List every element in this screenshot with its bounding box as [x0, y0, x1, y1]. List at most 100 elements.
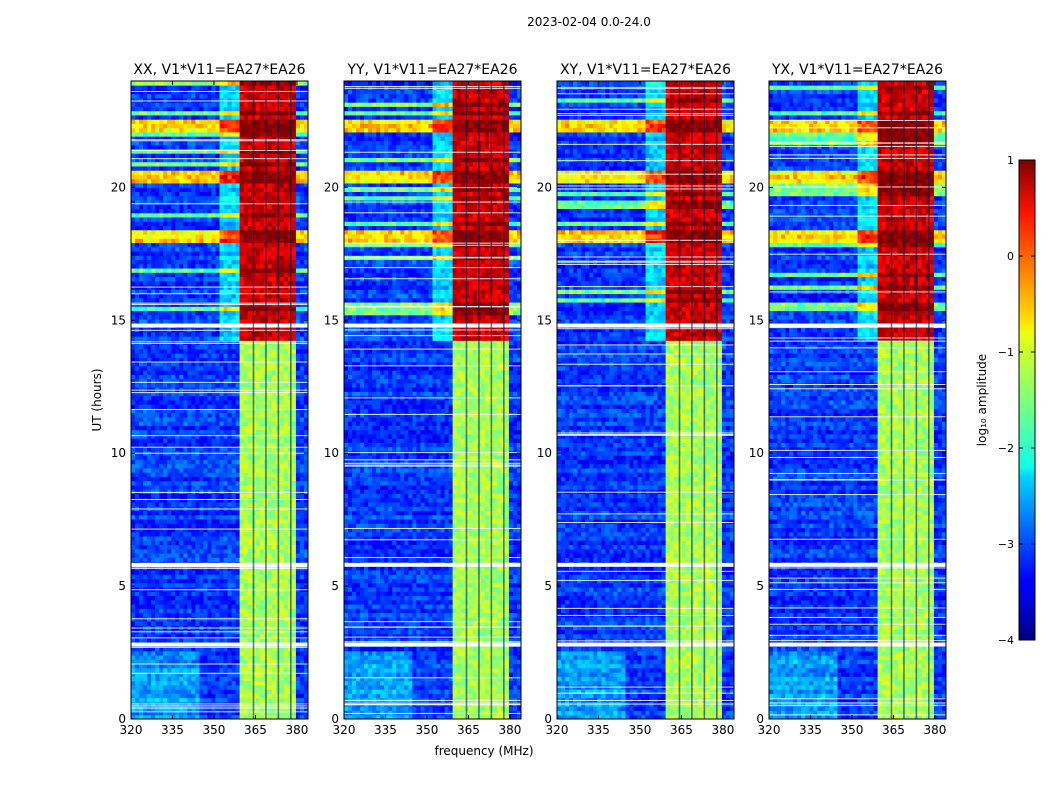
heatmap-cell [268, 549, 272, 554]
heatmap-cell [240, 651, 244, 656]
heatmap-cell [268, 591, 272, 596]
heatmap-cell [167, 549, 171, 554]
heatmap-cell [300, 655, 304, 660]
heatmap-cell [203, 604, 207, 609]
heatmap-cell [187, 698, 191, 703]
heatmap-cell [215, 596, 219, 601]
heatmap-cell [191, 557, 195, 562]
heatmap-cell [135, 651, 139, 656]
heatmap-cell [183, 549, 187, 554]
heatmap-cell [236, 570, 240, 575]
heatmap-cell [296, 659, 300, 664]
heatmap-cell [300, 596, 304, 601]
heatmap-cell [187, 557, 191, 562]
heatmap-cell [248, 591, 252, 596]
heatmap-cell [244, 693, 248, 698]
heatmap-cell [244, 600, 248, 605]
heatmap-cell [224, 553, 228, 558]
heatmap-cell [256, 668, 260, 673]
heatmap-cell [147, 685, 151, 690]
heatmap-cell [203, 651, 207, 656]
heatmap-cell [232, 591, 236, 596]
heatmap-cell [143, 600, 147, 605]
heatmap-cell [139, 557, 143, 562]
heatmap-cell [260, 668, 264, 673]
heatmap-cell [155, 600, 159, 605]
heatmap-cell [163, 668, 167, 673]
heatmap-cell [284, 591, 288, 596]
heatmap-cell [300, 659, 304, 664]
heatmap-cell [268, 574, 272, 579]
heatmap-cell [211, 549, 215, 554]
heatmap-cell [220, 681, 224, 686]
heatmap-cell [167, 604, 171, 609]
heatmap-cell [268, 676, 272, 681]
heatmap-cell [284, 596, 288, 601]
heatmap-cell [211, 681, 215, 686]
heatmap-cell [244, 591, 248, 596]
heatmap-cell [256, 693, 260, 698]
heatmap-cell [195, 706, 199, 711]
heatmap-cell [284, 557, 288, 562]
heatmap-cell [171, 608, 175, 613]
heatmap-cell [256, 553, 260, 558]
heatmap-cell [155, 557, 159, 562]
heatmap-cell [240, 689, 244, 694]
heatmap-cell [260, 583, 264, 588]
heatmap-cell [300, 600, 304, 605]
heatmap-cell [236, 693, 240, 698]
heatmap-cell [143, 668, 147, 673]
heatmap-cell [207, 693, 211, 698]
heatmap-cell [159, 549, 163, 554]
heatmap-cell [151, 613, 155, 618]
heatmap-cell [155, 651, 159, 656]
heatmap-cell [228, 706, 232, 711]
heatmap-cell [151, 706, 155, 711]
heatmap-cell [244, 579, 248, 584]
heatmap-cell [228, 685, 232, 690]
heatmap-cell [163, 608, 167, 613]
heatmap-cell [155, 553, 159, 558]
heatmap-cell [215, 570, 219, 575]
heatmap-cell [300, 583, 304, 588]
heatmap-cell [280, 549, 284, 554]
heatmap-cell [232, 659, 236, 664]
heatmap-cell [171, 685, 175, 690]
heatmap-cell [143, 574, 147, 579]
heatmap-cell [135, 608, 139, 613]
heatmap-cell [272, 693, 276, 698]
heatmap-cell [207, 706, 211, 711]
heatmap-cell [139, 668, 143, 673]
heatmap-cell [147, 659, 151, 664]
heatmap-cell [211, 638, 215, 643]
heatmap-cell [151, 583, 155, 588]
heatmap-cell [183, 651, 187, 656]
heatmap-cell [228, 698, 232, 703]
heatmap-cell [240, 638, 244, 643]
heatmap-cell [220, 613, 224, 618]
heatmap-cell [224, 681, 228, 686]
heatmap-cell [131, 710, 135, 715]
heatmap-cell [171, 591, 175, 596]
heatmap-cell [187, 706, 191, 711]
heatmap-cell [183, 659, 187, 664]
heatmap-cell [296, 651, 300, 656]
heatmap-cell [215, 676, 219, 681]
heatmap-cell [300, 579, 304, 584]
heatmap-cell [215, 655, 219, 660]
heatmap-cell [236, 583, 240, 588]
heatmap-cell [199, 710, 203, 715]
heatmap-cell [224, 557, 228, 562]
heatmap [131, 81, 308, 719]
heatmap-cell [228, 689, 232, 694]
heatmap-cell [228, 579, 232, 584]
heatmap-cell [280, 689, 284, 694]
heatmap-cell [268, 685, 272, 690]
heatmap-cell [236, 685, 240, 690]
heatmap-cell [256, 706, 260, 711]
heatmap-cell [224, 685, 228, 690]
heatmap-cell [135, 557, 139, 562]
heatmap-cell [167, 570, 171, 575]
